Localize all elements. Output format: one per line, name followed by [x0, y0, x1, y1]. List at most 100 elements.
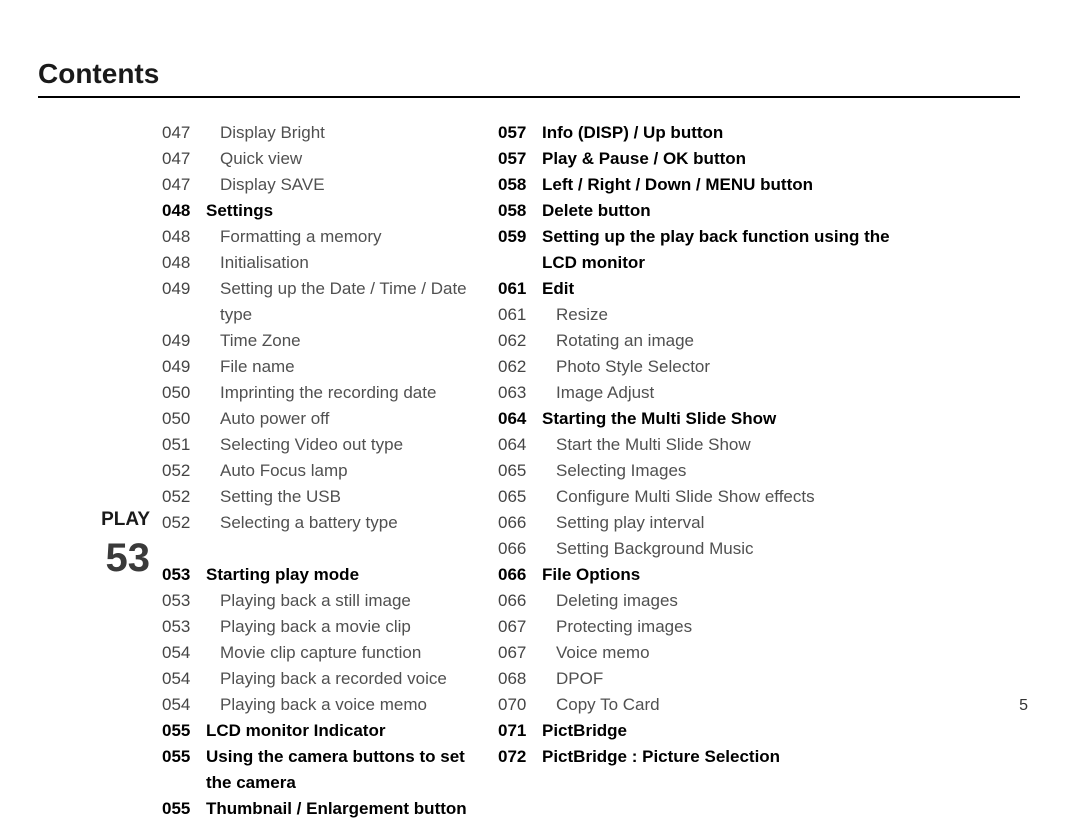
toc-page: 055 — [162, 718, 206, 744]
toc-page: 063 — [498, 380, 542, 406]
toc-entry: 048Formatting a memory — [162, 224, 468, 250]
toc-entry: 053Starting play mode — [162, 562, 468, 588]
toc-text: PictBridge — [542, 718, 918, 744]
toc-text: PictBridge : Picture Selection — [542, 744, 918, 770]
toc-entry: 054Playing back a recorded voice — [162, 666, 468, 692]
toc-text: Left / Right / Down / MENU button — [542, 172, 918, 198]
toc-entry: 061Edit — [498, 276, 918, 302]
toc-entry: 072PictBridge : Picture Selection — [498, 744, 918, 770]
toc-text: Selecting a battery type — [206, 510, 468, 536]
toc-page: 066 — [498, 562, 542, 588]
toc-entry: 048Initialisation — [162, 250, 468, 276]
toc-entry: 057Play & Pause / OK button — [498, 146, 918, 172]
toc-text: Playing back a recorded voice — [206, 666, 468, 692]
toc-text: Deleting images — [542, 588, 918, 614]
toc-page: 071 — [498, 718, 542, 744]
toc-entry: 049Setting up the Date / Time / Date typ… — [162, 276, 468, 328]
page-number: 5 — [1019, 697, 1028, 715]
section-label-play: PLAY — [38, 510, 150, 529]
toc-page: 055 — [162, 796, 206, 822]
toc-page: 065 — [498, 484, 542, 510]
section-label-column: PLAY 53 — [38, 120, 150, 822]
toc-entry: 053Playing back a movie clip — [162, 614, 468, 640]
toc-page: 053 — [162, 562, 206, 588]
toc-entry: 061Resize — [498, 302, 918, 328]
toc-entry: 049File name — [162, 354, 468, 380]
toc-text: Configure Multi Slide Show effects — [542, 484, 918, 510]
toc-page: 070 — [498, 692, 542, 718]
toc-entry: 050Auto power off — [162, 406, 468, 432]
toc-entry: 052Selecting a battery type — [162, 510, 468, 536]
toc-entry: 057Info (DISP) / Up button — [498, 120, 918, 146]
toc-text: Setting up the play back function using … — [542, 224, 918, 276]
toc-text: Auto Focus lamp — [206, 458, 468, 484]
toc-entry: 050Imprinting the recording date — [162, 380, 468, 406]
toc-page: 053 — [162, 614, 206, 640]
toc-page: 050 — [162, 380, 206, 406]
toc-page: 052 — [162, 484, 206, 510]
toc-entry: 054Playing back a voice memo — [162, 692, 468, 718]
toc-text: Edit — [542, 276, 918, 302]
toc-text: Starting the Multi Slide Show — [542, 406, 918, 432]
toc-entry: 064Starting the Multi Slide Show — [498, 406, 918, 432]
section-number-play: 53 — [38, 538, 150, 578]
toc-text: Selecting Images — [542, 458, 918, 484]
toc-text: Time Zone — [206, 328, 468, 354]
contents-page: Contents PLAY 53 047Display Bright047Qui… — [0, 0, 1080, 737]
toc-page: 054 — [162, 666, 206, 692]
toc-page: 068 — [498, 666, 542, 692]
toc-text: LCD monitor Indicator — [206, 718, 468, 744]
toc-text: Display SAVE — [206, 172, 468, 198]
toc-text: Play & Pause / OK button — [542, 146, 918, 172]
toc-entry: 047Quick view — [162, 146, 468, 172]
toc-page: 052 — [162, 510, 206, 536]
toc-entry: 066Setting play interval — [498, 510, 918, 536]
toc-page: 064 — [498, 406, 542, 432]
toc-text: Delete button — [542, 198, 918, 224]
toc-text: Display Bright — [206, 120, 468, 146]
toc-text: Initialisation — [206, 250, 468, 276]
toc-text: Protecting images — [542, 614, 918, 640]
toc-entry: 054Movie clip capture function — [162, 640, 468, 666]
toc-entry: 047Display Bright — [162, 120, 468, 146]
toc-text: Quick view — [206, 146, 468, 172]
toc-entry: 065Selecting Images — [498, 458, 918, 484]
toc-text: Movie clip capture function — [206, 640, 468, 666]
toc-entry: 058Delete button — [498, 198, 918, 224]
toc-page: 047 — [162, 146, 206, 172]
toc-entry: 049Time Zone — [162, 328, 468, 354]
toc-page: 059 — [498, 224, 542, 276]
toc-text: Copy To Card — [542, 692, 918, 718]
toc-text: Selecting Video out type — [206, 432, 468, 458]
toc-page: 049 — [162, 354, 206, 380]
toc-page: 058 — [498, 172, 542, 198]
columns-container: PLAY 53 047Display Bright047Quick view04… — [38, 120, 1020, 822]
toc-page: 048 — [162, 198, 206, 224]
toc-text: Using the camera buttons to set the came… — [206, 744, 468, 796]
toc-text: Start the Multi Slide Show — [542, 432, 918, 458]
toc-entry: 062Photo Style Selector — [498, 354, 918, 380]
toc-entry: 047Display SAVE — [162, 172, 468, 198]
toc-entry: 064Start the Multi Slide Show — [498, 432, 918, 458]
toc-entry: 063Image Adjust — [498, 380, 918, 406]
toc-page: 051 — [162, 432, 206, 458]
toc-page: 064 — [498, 432, 542, 458]
toc-text: File Options — [542, 562, 918, 588]
right-column: 057Info (DISP) / Up button057Play & Paus… — [498, 120, 918, 822]
toc-entry: 058Left / Right / Down / MENU button — [498, 172, 918, 198]
toc-page: 053 — [162, 588, 206, 614]
toc-page: 062 — [498, 328, 542, 354]
toc-page: 072 — [498, 744, 542, 770]
toc-text: Playing back a voice memo — [206, 692, 468, 718]
toc-page: 066 — [498, 536, 542, 562]
page-title: Contents — [38, 58, 1020, 98]
toc-page: 067 — [498, 640, 542, 666]
toc-entry: 066File Options — [498, 562, 918, 588]
toc-text: Rotating an image — [542, 328, 918, 354]
right-entries: 057Info (DISP) / Up button057Play & Paus… — [498, 120, 918, 822]
toc-page: 052 — [162, 458, 206, 484]
toc-text: Info (DISP) / Up button — [542, 120, 918, 146]
toc-page: 061 — [498, 302, 542, 328]
toc-text: Settings — [206, 198, 468, 224]
toc-entry: 055Using the camera buttons to set the c… — [162, 744, 468, 796]
